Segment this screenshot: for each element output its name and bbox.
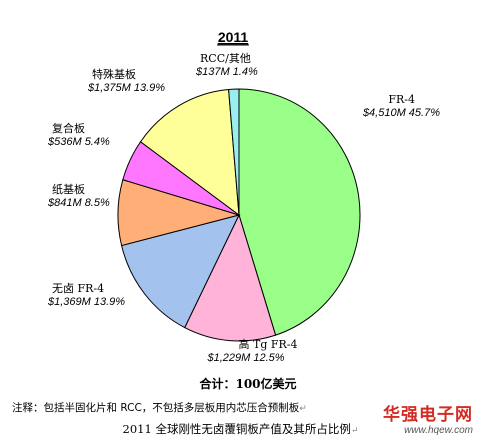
slice-value-paper-base: $841M 8.5% [47,197,110,209]
slice-label-special-substrate: 特殊基板 [92,67,136,81]
slice-value-special-substrate: $1,375M 13.9% [87,82,165,94]
paragraph-mark-icon: ↵ [299,404,307,414]
watermark: 华强电子网 www.hqew.com [383,400,473,436]
slice-label-high-tg-fr4: 高 Tg FR-4 [238,337,297,351]
pie-slice-high-tg-fr4 [184,213,277,342]
pie-slice-halogen-free-fr4 [121,214,240,329]
slice-label-rcc-other: RCC/其他 [200,52,251,65]
slice-value-high-tg-fr4: $1,229M 12.5% [206,352,284,364]
pie-slices [117,88,361,342]
footnote-text: 注释：包括半固化片和 RCC，不包括多层板用内芯压合预制板 [12,402,300,414]
pie-slice-fr4 [238,88,361,336]
paragraph-mark-icon: ↵ [350,426,359,436]
slice-label-paper-base: 纸基板 [52,182,85,196]
slice-label-halogen-free-fr4: 无卤 FR-4 [52,282,104,295]
slice-value-fr4: $4,510M 45.7% [362,107,440,119]
slice-value-halogen-free-fr4: $1,369M 13.9% [47,296,125,308]
watermark-name: 华强电子网 [383,405,473,425]
caption: 2011 全球刚性无卤覆铜板产值及其所占比例↵ [0,421,481,437]
pie-slice-rcc-other [228,88,240,216]
footnote: 注释：包括半固化片和 RCC，不包括多层板用内芯压合预制板↵ [12,400,307,415]
slice-labels: FR-4$4,510M 45.7% 高 Tg FR-4$1,229M 12.5% 无… [47,52,440,364]
slice-value-composite: $536M 5.4% [47,136,110,148]
slice-value-rcc-other: $137M 1.4% [195,66,258,78]
pie-slice-special-substrate [139,88,240,217]
watermark-url: www.hqew.com [404,425,473,436]
chart-title: 2011 [218,29,249,45]
slice-label-composite: 复合板 [52,121,85,135]
total-label: 合计：100亿美元 [199,376,296,391]
slice-label-fr4: FR-4 [388,93,415,106]
caption-text: 2011 全球刚性无卤覆铜板产值及其所占比例 [122,422,351,436]
